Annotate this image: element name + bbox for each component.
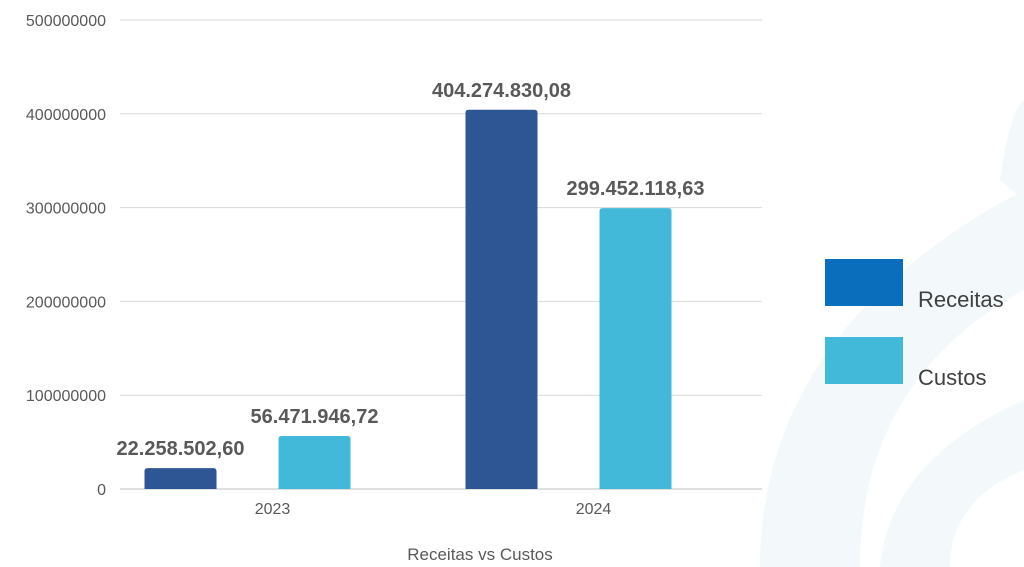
gridlines	[120, 19, 762, 490]
legend: Receitas Custos	[825, 259, 1004, 390]
data-label: 22.258.502,60	[117, 438, 245, 460]
data-labels: 22.258.502,60 56.471.946,72 404.274.830,08…	[117, 80, 705, 460]
x-axis-ticks: 2023 2024	[255, 501, 612, 518]
x-tick-label: 2024	[576, 501, 612, 518]
background-watermark-decoration	[760, 100, 1024, 567]
legend-swatch-receitas	[825, 259, 903, 306]
legend-swatch-custos	[825, 337, 903, 384]
legend-label-receitas: Receitas	[918, 287, 1004, 312]
y-tick-label: 400000000	[26, 107, 106, 124]
y-tick-label: 200000000	[26, 294, 106, 311]
x-tick-label: 2023	[255, 501, 291, 518]
data-label: 56.471.946,72	[251, 406, 379, 428]
y-tick-label: 500000000	[26, 13, 106, 30]
bars	[144, 109, 672, 490]
y-tick-label: 0	[97, 482, 106, 499]
data-label: 404.274.830,08	[432, 80, 571, 102]
watermark-arc	[880, 400, 1024, 567]
chart-title: Receitas vs Custos	[407, 545, 553, 564]
y-axis-ticks: 0 100000000 200000000 300000000 400000000 500…	[26, 13, 106, 499]
data-label: 299.452.118,63	[567, 178, 705, 200]
bar-custos-2024	[599, 208, 672, 490]
bar-custos-2023	[278, 436, 351, 489]
y-tick-label: 100000000	[26, 388, 106, 405]
y-tick-label: 300000000	[26, 201, 106, 218]
watermark-arc	[1000, 100, 1024, 200]
legend-label-custos: Custos	[918, 365, 986, 390]
bar-receitas-2023	[144, 468, 217, 489]
bar-receitas-2024	[465, 109, 538, 489]
